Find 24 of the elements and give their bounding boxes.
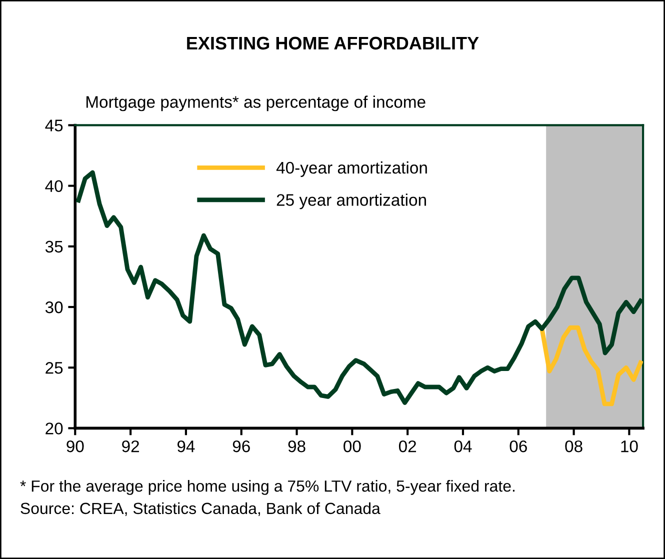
x-tick-label: 08 [565, 440, 582, 452]
x-tick-label: 00 [344, 440, 361, 452]
y-tick-label: 40 [45, 180, 63, 192]
y-tick-label: 30 [45, 301, 63, 314]
y-tick-label: 45 [45, 120, 63, 132]
x-tick-label: 06 [510, 440, 527, 452]
y-tick-label: 25 [46, 362, 63, 374]
x-tick-label: 94 [177, 440, 195, 452]
line-series [540, 325, 643, 406]
text: * For the average price home using a 75% LTV ratio, 5-year fixed rate. [20, 480, 514, 495]
x-tick-label: 92 [122, 440, 139, 452]
x-tick-label: 04 [454, 440, 472, 452]
legend-label: 40-year amortization [276, 161, 427, 177]
x-tick-label: 90 [66, 440, 84, 452]
legend-label: 25 year amortization [276, 194, 426, 210]
y-tick-label: 35 [45, 240, 63, 253]
x-tick-label: 10 [621, 440, 638, 452]
x-tick-label: 98 [288, 440, 306, 452]
chart-title: EXISTING HOME AFFORDABILITY [187, 36, 479, 50]
x-tick-label: 02 [398, 440, 416, 452]
source-note: Source: CREA, Statistics Canada, Bank of Canada [20, 502, 380, 516]
y-tick-label: 20 [46, 422, 63, 434]
x-tick-label: 96 [232, 440, 250, 452]
y-axis-title: Mortgage payments* as percentage of income [86, 96, 426, 112]
